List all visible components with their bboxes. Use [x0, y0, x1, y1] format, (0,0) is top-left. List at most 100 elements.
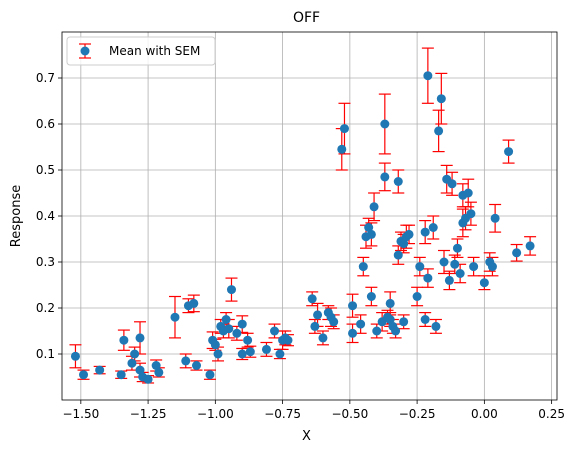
data-point	[479, 278, 489, 288]
legend-marker	[80, 46, 90, 56]
data-point	[79, 370, 89, 380]
data-point	[452, 243, 462, 253]
y-tick-label: 0.4	[36, 209, 55, 223]
data-point	[130, 349, 140, 359]
data-point	[348, 328, 358, 338]
data-point	[135, 365, 145, 375]
data-point	[221, 315, 231, 324]
legend-label: Mean with SEM	[109, 44, 200, 58]
data-point	[143, 374, 153, 384]
data-point	[455, 269, 465, 278]
data-point	[420, 227, 430, 237]
data-point	[210, 340, 220, 350]
x-tick-label: −1.25	[130, 407, 167, 421]
y-tick-label: 0.6	[36, 117, 55, 131]
y-axis-ticks: 0.1 0.2 0.3 0.4 0.5 0.6 0.7	[36, 71, 62, 361]
data-point	[399, 317, 409, 327]
data-point	[127, 358, 137, 368]
data-point	[504, 147, 514, 157]
x-axis-label: X	[302, 429, 311, 444]
data-point	[237, 349, 247, 359]
data-point	[469, 262, 479, 272]
x-tick-label: −1.50	[62, 407, 99, 421]
data-point	[243, 335, 253, 345]
data-point	[369, 202, 379, 212]
data-point	[436, 94, 446, 104]
data-point	[339, 124, 349, 134]
data-point	[463, 188, 473, 198]
y-tick-label: 0.1	[36, 347, 55, 361]
x-tick-label: −0.25	[399, 407, 436, 421]
data-point	[237, 319, 247, 329]
data-point	[366, 292, 376, 301]
data-point	[366, 229, 376, 239]
data-point	[213, 349, 223, 359]
chart-title: OFF	[293, 10, 320, 26]
legend-box	[66, 36, 216, 66]
data-point	[439, 257, 449, 267]
data-point	[434, 126, 444, 136]
data-point	[364, 223, 374, 232]
data-point	[95, 365, 105, 375]
data-point	[393, 177, 403, 186]
data-point	[261, 344, 271, 354]
x-tick-label: −0.50	[331, 407, 368, 421]
data-point	[275, 349, 285, 359]
data-point	[226, 285, 236, 295]
y-tick-label: 0.3	[36, 255, 55, 269]
y-tick-label: 0.5	[36, 163, 55, 177]
data-point	[356, 319, 366, 329]
data-point	[170, 312, 180, 322]
y-tick-label: 0.2	[36, 301, 55, 315]
data-point	[512, 248, 522, 258]
data-point	[423, 273, 433, 283]
grid-lines	[62, 32, 557, 400]
data-point	[415, 262, 425, 272]
data-point	[380, 119, 390, 129]
data-point	[399, 239, 409, 249]
data-point	[283, 335, 293, 345]
data-point	[270, 326, 280, 336]
data-point	[385, 298, 395, 308]
data-point	[337, 144, 347, 154]
data-point	[423, 71, 433, 81]
x-tick-label: 0.25	[538, 407, 565, 421]
data-point	[372, 326, 382, 336]
data-point	[181, 356, 191, 366]
data-point	[358, 262, 368, 272]
data-point	[307, 294, 317, 304]
x-axis-ticks: −1.50 −1.25 −1.00 −0.75 −0.50 −0.25 0.00 0.25	[62, 400, 565, 421]
data-point	[450, 259, 460, 269]
data-point	[404, 229, 414, 239]
data-point	[116, 370, 126, 380]
data-point	[385, 315, 395, 324]
data-point	[412, 292, 422, 301]
data-point	[420, 315, 430, 324]
data-point	[224, 324, 234, 334]
data-point	[310, 321, 320, 331]
legend: Mean with SEM	[66, 36, 216, 66]
data-point	[391, 326, 401, 336]
data-point	[428, 223, 438, 232]
data-point	[329, 317, 339, 327]
data-point	[348, 301, 358, 311]
data-point	[447, 179, 457, 189]
data-point	[380, 172, 390, 182]
data-point	[444, 275, 454, 285]
data-point	[189, 298, 199, 308]
data-point	[431, 321, 441, 331]
data-point	[151, 361, 161, 370]
x-tick-label: −1.00	[197, 407, 234, 421]
data-point	[119, 335, 129, 345]
data-point	[487, 262, 497, 272]
data-point	[70, 351, 80, 361]
data-point	[313, 310, 323, 320]
data-point	[245, 347, 255, 357]
x-tick-label: −0.75	[264, 407, 301, 421]
y-tick-label: 0.7	[36, 71, 55, 85]
data-point	[490, 213, 500, 223]
x-tick-label: 0.00	[471, 407, 498, 421]
y-axis-label: Response	[9, 185, 24, 247]
